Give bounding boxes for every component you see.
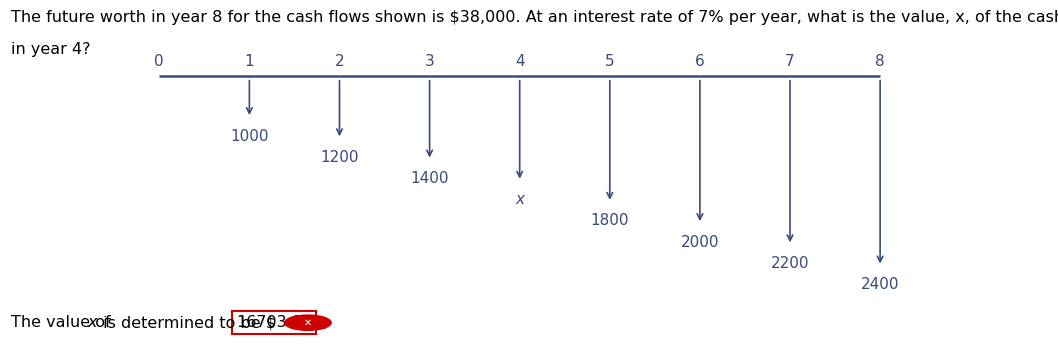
Text: .: . xyxy=(322,317,327,332)
Text: x: x xyxy=(515,192,524,207)
Text: 2400: 2400 xyxy=(861,277,899,292)
Text: in year 4?: in year 4? xyxy=(11,42,90,57)
Text: 2000: 2000 xyxy=(680,235,719,249)
Text: The future worth in year 8 for the cash flows shown is $38,000. At an interest r: The future worth in year 8 for the cash … xyxy=(11,10,1058,25)
Text: 3: 3 xyxy=(424,54,435,69)
Text: 1: 1 xyxy=(244,54,254,69)
Text: 0: 0 xyxy=(154,54,164,69)
Text: 2: 2 xyxy=(334,54,344,69)
Circle shape xyxy=(285,315,331,330)
Text: 7: 7 xyxy=(785,54,795,69)
Text: 8: 8 xyxy=(875,54,884,69)
Text: 5: 5 xyxy=(605,54,615,69)
Text: x: x xyxy=(88,315,97,330)
Text: 1200: 1200 xyxy=(321,150,359,165)
Text: is determined to be $: is determined to be $ xyxy=(98,315,281,330)
Text: 4: 4 xyxy=(515,54,525,69)
Text: 1000: 1000 xyxy=(231,129,269,144)
Text: 2200: 2200 xyxy=(771,256,809,271)
Text: 1400: 1400 xyxy=(411,171,449,186)
Text: 1800: 1800 xyxy=(590,213,630,228)
Text: The value of: The value of xyxy=(11,315,115,330)
Text: ✕: ✕ xyxy=(304,318,312,328)
Text: 6: 6 xyxy=(695,54,705,69)
Text: 16703.02: 16703.02 xyxy=(236,315,312,330)
